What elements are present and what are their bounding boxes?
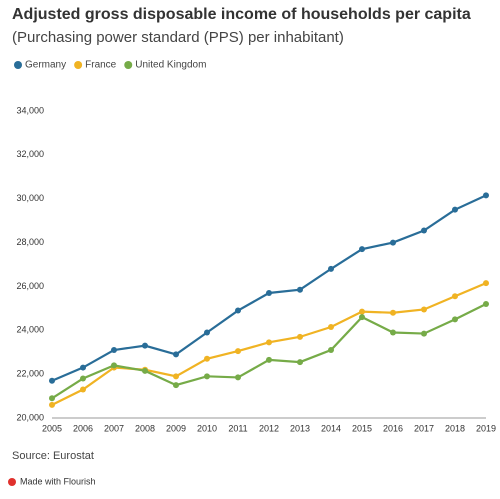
x-tick-label: 2011	[228, 423, 247, 433]
x-tick-label: 2019	[476, 423, 496, 433]
data-point	[142, 342, 148, 349]
x-tick-label: 2013	[290, 423, 310, 433]
data-point	[359, 314, 365, 321]
data-point	[483, 192, 489, 199]
x-tick-label: 2014	[321, 423, 341, 433]
x-tick-label: 2010	[197, 423, 217, 433]
x-tick-label: 2016	[383, 423, 403, 433]
data-point	[328, 265, 334, 272]
data-point	[266, 356, 272, 363]
x-tick-label: 2005	[42, 423, 62, 433]
series-line	[51, 194, 487, 382]
data-point	[390, 329, 396, 336]
data-point	[452, 316, 458, 323]
x-tick-label: 2012	[259, 423, 279, 433]
source: Source: Eurostat	[12, 450, 94, 462]
data-point	[80, 386, 86, 393]
data-point	[421, 227, 427, 234]
data-point	[328, 347, 334, 354]
x-tick-label: 2018	[445, 423, 465, 433]
data-point	[266, 290, 272, 297]
data-point	[173, 351, 179, 358]
data-point	[49, 401, 55, 408]
data-point	[204, 329, 210, 336]
x-tick-label: 2017	[414, 423, 434, 433]
data-point	[483, 280, 489, 287]
chart-subtitle: (Purchasing power standard (PPS) per inh…	[12, 29, 344, 46]
legend-swatch	[14, 61, 22, 69]
data-point	[235, 374, 241, 381]
y-tick-label: 30,000	[16, 193, 44, 203]
x-tick-label: 2007	[104, 423, 124, 433]
data-point	[483, 300, 489, 307]
series-line	[51, 302, 487, 400]
credit[interactable]: Made with Flourish	[20, 476, 96, 486]
data-point	[421, 306, 427, 313]
data-point	[173, 382, 179, 389]
data-point	[390, 309, 396, 316]
legend-swatch	[124, 61, 133, 69]
data-point	[421, 330, 427, 337]
y-tick-label: 32,000	[16, 149, 44, 159]
data-point	[297, 359, 303, 366]
data-point	[359, 308, 365, 315]
x-tick-label: 2006	[73, 423, 93, 433]
data-point	[390, 239, 396, 246]
flourish-logo	[8, 478, 16, 486]
x-tick-label: 2009	[166, 423, 186, 433]
data-point	[142, 367, 148, 374]
data-point	[49, 377, 55, 384]
data-point	[235, 348, 241, 355]
legend-swatch	[74, 61, 83, 69]
data-point	[49, 395, 55, 402]
data-point	[235, 307, 241, 314]
y-tick-label: 22,000	[16, 369, 44, 379]
data-point	[111, 362, 117, 369]
data-point	[297, 333, 303, 340]
legend-label: Germany	[25, 60, 66, 71]
y-tick-label: 24,000	[16, 325, 44, 335]
y-tick-label: 26,000	[16, 281, 44, 291]
data-point	[297, 286, 303, 293]
data-point	[266, 339, 272, 346]
x-tick-label: 2015	[352, 423, 372, 433]
data-point	[328, 323, 334, 330]
y-tick-label: 34,000	[16, 105, 44, 115]
legend-label: United Kingdom	[135, 60, 206, 71]
chart-title: Adjusted gross disposable income of hous…	[12, 6, 471, 23]
y-tick-label: 20,000	[16, 412, 44, 422]
data-point	[111, 347, 117, 354]
data-point	[173, 373, 179, 380]
data-point	[80, 364, 86, 371]
data-point	[452, 293, 458, 300]
data-point	[80, 375, 86, 382]
x-tick-label: 2008	[135, 423, 155, 433]
data-point	[359, 246, 365, 253]
data-point	[204, 373, 210, 380]
legend-label: France	[85, 60, 117, 71]
y-tick-label: 28,000	[16, 237, 44, 247]
data-point	[452, 206, 458, 213]
data-point	[204, 355, 210, 362]
